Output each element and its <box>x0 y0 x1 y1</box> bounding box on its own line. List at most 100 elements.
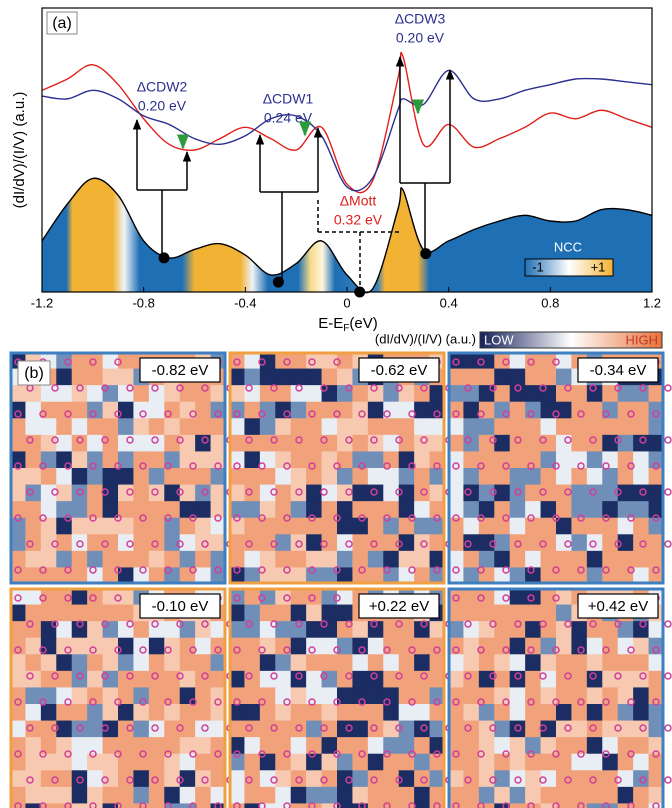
tile-texture <box>71 567 88 585</box>
x-axis-label-part: F <box>343 323 349 334</box>
tile-texture <box>648 770 665 788</box>
atom-dot <box>652 514 660 522</box>
tile-texture <box>478 654 495 672</box>
atom-dot <box>101 724 109 732</box>
tile-texture <box>556 401 572 419</box>
tile-texture <box>602 621 619 639</box>
tile-texture <box>118 501 134 519</box>
atom-dot <box>577 514 585 522</box>
tile-texture <box>10 621 26 639</box>
atom-dot <box>308 594 316 602</box>
atom-dot <box>577 698 585 706</box>
tile-texture <box>398 434 415 452</box>
tile-texture <box>244 567 261 585</box>
tile-texture <box>448 451 464 469</box>
atom-dot <box>233 750 241 758</box>
tile-texture <box>275 550 292 568</box>
tile-texture <box>556 451 572 469</box>
marker-dot <box>420 248 432 260</box>
atom-dot <box>333 750 341 758</box>
tile-texture <box>118 418 134 436</box>
tile-texture <box>56 468 73 486</box>
tile-texture <box>10 567 26 585</box>
tile-texture <box>25 501 42 519</box>
tile-texture <box>463 687 480 705</box>
tile-texture <box>306 534 323 552</box>
atom-dot <box>420 672 428 680</box>
atom-dot <box>408 802 416 808</box>
atom-dot <box>489 436 497 444</box>
tile-texture <box>586 637 603 655</box>
atom-dot <box>270 724 278 732</box>
tile-texture <box>478 637 495 655</box>
atom-dot <box>383 698 391 706</box>
atom-dot <box>527 566 535 574</box>
tile-texture <box>290 567 307 585</box>
atom-dot <box>589 384 597 392</box>
tile-texture <box>617 803 634 808</box>
tile-texture <box>148 468 165 486</box>
tile-texture <box>321 468 338 486</box>
tile-texture <box>509 352 526 370</box>
atom-dot <box>627 410 635 418</box>
tile-texture <box>478 550 495 568</box>
tile-texture <box>102 368 119 386</box>
tile-texture <box>306 468 323 486</box>
atom-dot <box>464 620 472 628</box>
tile-texture <box>40 687 57 705</box>
tile-texture <box>148 534 165 552</box>
tile-texture <box>633 803 650 808</box>
tile-texture <box>525 753 542 771</box>
tile-texture <box>586 567 603 585</box>
tile-texture <box>448 534 464 552</box>
tile-texture <box>571 434 588 452</box>
tile-texture <box>40 637 57 655</box>
atom-dot <box>358 646 366 654</box>
atom-dot <box>233 646 241 654</box>
tile-texture <box>56 401 73 419</box>
tile-texture <box>40 803 57 808</box>
tile-texture <box>540 385 557 403</box>
atom-dot <box>370 488 378 496</box>
tile-texture <box>229 737 245 755</box>
tile-texture <box>71 803 88 808</box>
tile-texture <box>118 786 134 804</box>
atom-dot <box>139 750 147 758</box>
tile-texture <box>118 468 134 486</box>
tile-texture <box>478 484 495 502</box>
tile-texture <box>25 604 42 622</box>
tile-texture <box>25 753 42 771</box>
tile-texture <box>259 550 276 568</box>
tile-texture <box>275 468 292 486</box>
tile-texture <box>275 401 292 419</box>
atom-dot <box>514 620 522 628</box>
atom-dot <box>245 384 253 392</box>
atom-dot <box>76 436 84 444</box>
atom-dot <box>201 620 209 628</box>
tile-texture <box>478 621 495 639</box>
atom-dot <box>214 514 222 522</box>
tile-texture <box>195 484 212 502</box>
tile-texture <box>118 737 134 755</box>
tile-texture <box>290 637 307 655</box>
tile-texture <box>398 567 415 585</box>
tile-texture <box>617 637 634 655</box>
tile-texture <box>164 484 181 502</box>
tile-texture <box>463 588 480 606</box>
tile-texture <box>148 637 165 655</box>
tile-texture <box>494 451 511 469</box>
tile-texture <box>398 451 415 469</box>
atom-dot <box>126 436 134 444</box>
tile-texture <box>571 621 588 639</box>
tile-texture <box>229 720 245 738</box>
atom-dot <box>539 776 547 784</box>
tile-texture <box>321 451 338 469</box>
tile-texture <box>352 418 369 436</box>
tile-texture <box>290 517 307 535</box>
atom-dot <box>627 698 635 706</box>
atom-dot <box>358 566 366 574</box>
atom-dot <box>514 724 522 732</box>
tile-texture <box>148 753 165 771</box>
tile-texture <box>556 434 572 452</box>
atom-dot <box>89 802 97 808</box>
